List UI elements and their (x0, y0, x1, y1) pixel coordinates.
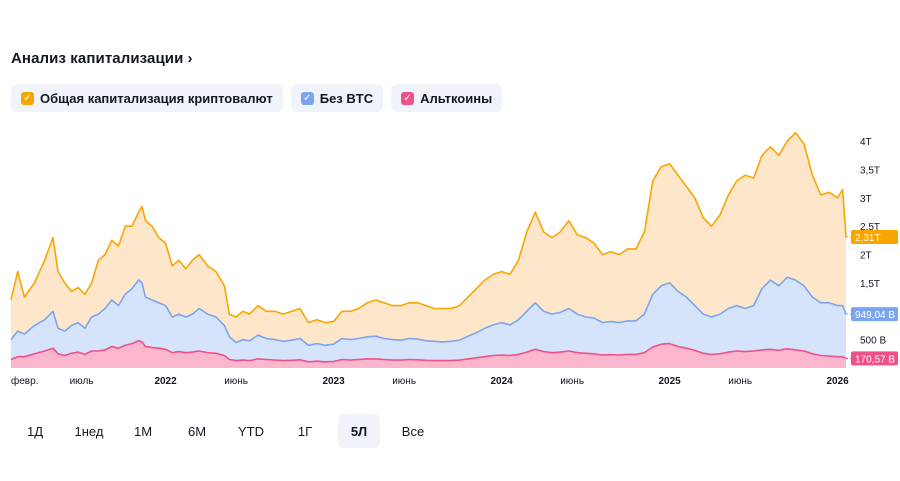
legend-toggle-altcoins[interactable]: ✓ Альткоины (391, 84, 503, 112)
legend: ✓ Общая капитализация криптовалют ✓ Без … (11, 84, 503, 112)
series-line-2 (10, 340, 847, 363)
range-button-1m[interactable]: 1M (133, 423, 153, 439)
x-tick-label-2: 2022 (154, 376, 177, 387)
y-tick-label-7: 4T (860, 137, 872, 148)
range-button-6m[interactable]: 6M (187, 423, 207, 439)
x-tick-label-5: июнь (392, 376, 416, 387)
x-tick-label-4: 2023 (322, 376, 345, 387)
page-title-text: Анализ капитализации (11, 50, 184, 67)
y-tick-label-6: 3,5T (860, 166, 880, 177)
checkbox-icon: ✓ (300, 91, 314, 105)
y-tick-label-4: 2,5T (860, 222, 880, 233)
series-line-0 (10, 131, 847, 324)
y-tick-label-5: 3T (860, 194, 872, 205)
range-button-1d[interactable]: 1Д (26, 423, 44, 439)
legend-label: Без BTC (319, 90, 374, 106)
x-tick-label-1: июль (70, 376, 94, 387)
last-value-label-1: 949,04 B (855, 310, 895, 321)
last-value-label-2: 170,57 B (855, 354, 895, 365)
last-value-badge-2 (851, 351, 898, 366)
range-button-ytd[interactable]: YTD (238, 423, 264, 439)
legend-label: Альткоины (420, 90, 493, 106)
last-value-label-0: 2,31T (855, 233, 881, 244)
y-tick-label-0: 500 B (860, 336, 886, 347)
y-tick-label-3: 2T (860, 251, 872, 262)
x-tick-label-0: февр. (11, 375, 38, 387)
range-button-1w[interactable]: 1нед (74, 423, 104, 439)
y-tick-label-2: 1,5T (860, 279, 880, 290)
legend-label: Общая капитализация криптовалют (40, 90, 273, 106)
last-value-badge-1 (851, 307, 898, 322)
x-tick-label-10: 2026 (826, 376, 849, 387)
range-selector: 1Д 1нед 1M 6M YTD 1Г 5Л Все (14, 414, 440, 448)
x-tick-label-9: июнь (728, 376, 752, 387)
series-area-1 (11, 277, 846, 368)
series-area-0 (11, 132, 846, 368)
checkbox-icon: ✓ (21, 91, 34, 105)
legend-toggle-ex-btc[interactable]: ✓ Без BTC (290, 84, 384, 112)
x-tick-label-3: июнь (224, 376, 248, 387)
last-value-badge-0 (851, 230, 898, 245)
page-title[interactable]: Анализ капитализации › (11, 50, 193, 67)
range-button-1y[interactable]: 1Г (297, 423, 313, 439)
x-tick-label-7: июнь (560, 376, 584, 387)
range-button-all[interactable]: Все (401, 423, 425, 439)
range-button-5y[interactable]: 5Л (338, 414, 380, 448)
legend-toggle-total[interactable]: ✓ Общая капитализация криптовалют (11, 84, 283, 112)
x-tick-label-6: 2024 (490, 376, 513, 387)
x-tick-label-8: 2025 (658, 376, 681, 387)
series-line-1 (10, 276, 847, 347)
chevron-right-icon: › (187, 50, 193, 67)
series-area-2 (11, 340, 846, 368)
checkbox-icon: ✓ (401, 91, 415, 105)
